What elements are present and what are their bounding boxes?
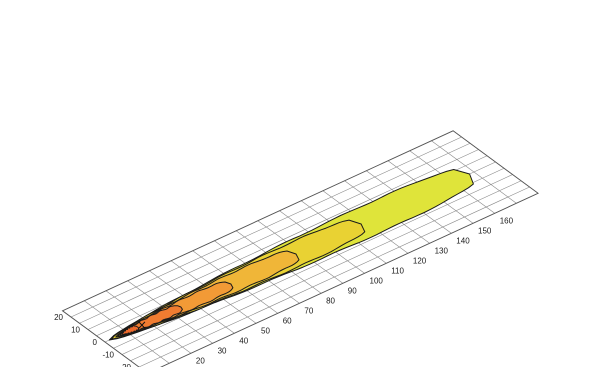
- contour-level-6: [121, 325, 140, 335]
- x-tick-label: 40: [239, 336, 248, 345]
- x-tick-label: 120: [413, 256, 427, 265]
- x-tick-label: 110: [391, 266, 404, 275]
- y-tick-label: -10: [102, 351, 114, 360]
- x-tick-label: 100: [370, 276, 384, 285]
- grid-line-y--10: [121, 174, 513, 355]
- y-tick-label: 0: [93, 338, 98, 347]
- x-tick-label: 20: [196, 356, 205, 365]
- source-marker: ×: [137, 318, 147, 332]
- y-tick-label: 20: [54, 313, 63, 322]
- x-tick-label: 60: [283, 316, 292, 325]
- x-tick-label: 30: [218, 346, 227, 355]
- grid-line-y--15: [130, 180, 522, 362]
- y-tick-label: 10: [71, 326, 80, 335]
- source-marker-group: ×: [137, 318, 147, 332]
- x-tick-label: 140: [456, 236, 470, 245]
- y-tick-label: -20: [119, 363, 131, 367]
- x-tick-label: 50: [261, 326, 270, 335]
- x-tick-label: 80: [326, 296, 335, 305]
- y-tick-labels: -20 -10 0 10 20: [54, 313, 131, 367]
- contour-layers: [108, 169, 474, 341]
- grid-line-y-15: [79, 142, 471, 324]
- x-tick-label: 150: [478, 226, 492, 235]
- grid-line-y--20: [138, 186, 530, 367]
- x-tick-label: 90: [348, 286, 357, 295]
- plane-frame: [61, 130, 539, 367]
- x-tick-label: 130: [435, 246, 449, 255]
- grid-line-y-10: [87, 149, 479, 330]
- grid-line-y-20: [70, 136, 462, 318]
- x-tick-label: 160: [500, 216, 514, 225]
- x-tick-label: 70: [304, 306, 313, 315]
- plot-frame: [61, 130, 539, 367]
- x-tick-labels: 102030405060708090100110120130140150160: [174, 216, 513, 367]
